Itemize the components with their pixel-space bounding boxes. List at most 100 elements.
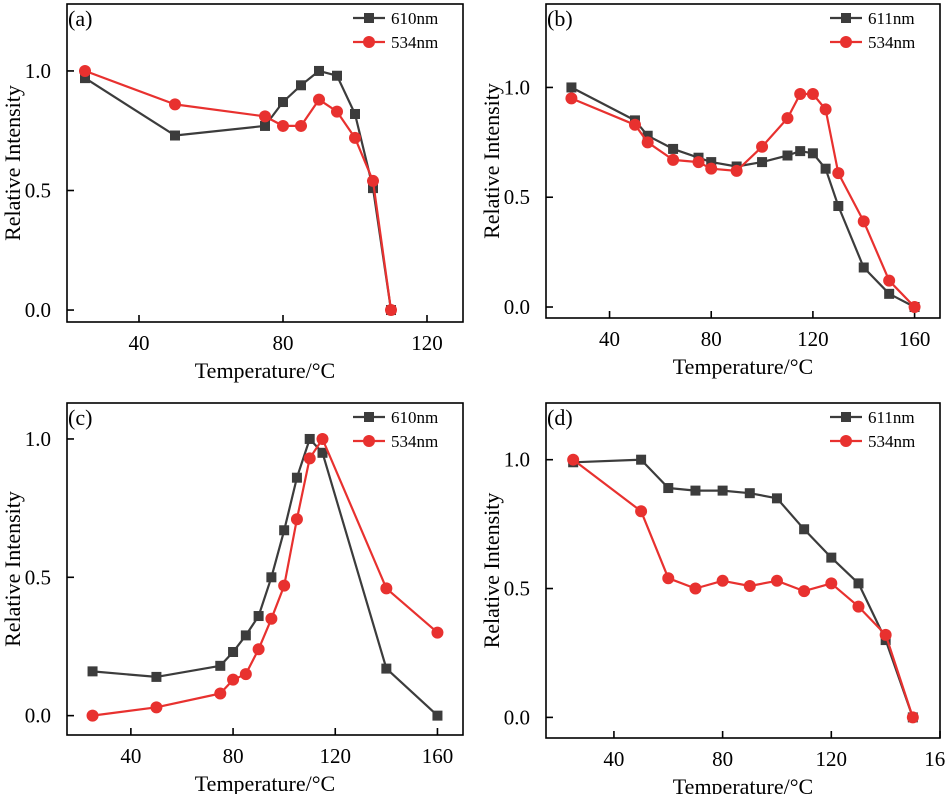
series-534nm [567, 453, 919, 724]
x-tick-label: 40 [129, 331, 150, 355]
data-point [832, 167, 845, 180]
x-tick-label: 120 [797, 327, 829, 351]
data-point [87, 666, 98, 677]
series-534nm [565, 88, 921, 314]
y-axis-title: Relative Intensity [0, 491, 25, 647]
data-point [795, 146, 806, 157]
data-point [641, 136, 654, 149]
data-point [295, 119, 307, 132]
x-tick-label: 80 [273, 331, 294, 355]
y-axis-title: Relative Intensity [479, 83, 504, 239]
data-point [290, 513, 303, 526]
data-point [833, 201, 844, 212]
data-point [636, 454, 647, 465]
data-point [332, 70, 342, 81]
data-point [906, 711, 919, 724]
data-point [380, 582, 393, 595]
legend-marker [363, 36, 375, 48]
data-point [567, 453, 580, 466]
data-point [853, 578, 864, 589]
data-point [807, 148, 818, 159]
legend: 610nm 534nm [353, 408, 438, 451]
x-axis-title: Temperature/°C [195, 771, 335, 794]
panel-label: (b) [547, 6, 573, 31]
data-point [317, 447, 328, 458]
data-point [228, 647, 239, 657]
x-axis-title: Temperature/°C [673, 354, 813, 379]
data-point [908, 301, 921, 314]
data-point [278, 97, 288, 108]
data-point [799, 524, 810, 535]
y-axis-title: Relative Intensity [0, 85, 25, 241]
data-point [314, 65, 324, 76]
panel-label: (d) [547, 405, 573, 430]
data-point [278, 579, 291, 592]
data-point [879, 628, 892, 641]
data-point [705, 162, 718, 175]
data-point [825, 577, 838, 590]
x-tick-label: 40 [603, 747, 624, 771]
data-point [227, 673, 240, 686]
data-point [367, 174, 379, 187]
legend-label: 534nm [868, 33, 915, 52]
y-tick-label: 0.0 [25, 704, 51, 728]
x-tick-label: 80 [701, 327, 722, 351]
y-tick-label: 0.5 [504, 577, 530, 601]
data-point [770, 574, 783, 587]
plot-frame [545, 402, 941, 739]
legend-marker [363, 435, 375, 447]
series-line [570, 86, 916, 308]
data-point [757, 157, 768, 168]
legend-label: 611nm [868, 408, 915, 427]
data-point [756, 140, 769, 153]
y-tick-label: 0.0 [504, 295, 530, 319]
plot-frame [545, 3, 941, 319]
series-610nm [87, 433, 443, 721]
data-point [169, 98, 181, 111]
x-tick-label: 120 [816, 747, 848, 771]
panel-label: (c) [68, 405, 92, 430]
legend: 611nm 534nm [830, 9, 915, 52]
legend-marker [841, 412, 851, 422]
data-point [350, 108, 360, 119]
x-tick-label: 160 [422, 744, 454, 768]
x-tick-label: 160 [924, 747, 945, 771]
data-point [150, 701, 163, 714]
x-tick-label: 160 [899, 327, 931, 351]
data-point [635, 505, 648, 518]
data-point [662, 572, 675, 585]
data-point [214, 687, 227, 700]
data-point [668, 143, 679, 154]
legend-label: 610nm [391, 408, 438, 427]
data-point [349, 131, 361, 144]
data-point [771, 493, 782, 504]
y-tick-label: 0.0 [504, 705, 530, 729]
series-line [84, 69, 393, 311]
panel-d: 40 80 120 160 0.0 0.5 1.0 Temperature/°C Relativ… [479, 402, 945, 794]
series-line [92, 437, 439, 717]
panel-c: 40 80 120 160 0.0 0.5 1.0 Temperature/°C Relativ… [0, 402, 464, 794]
data-point [794, 88, 807, 101]
data-point [86, 709, 99, 722]
x-tick-label: 40 [599, 327, 620, 351]
series-line [570, 92, 916, 308]
series-610nm [80, 65, 396, 316]
data-point [565, 92, 578, 105]
data-point [706, 157, 717, 168]
y-axis-title: Relative Intensity [479, 493, 504, 649]
data-point [259, 110, 271, 123]
data-point [296, 80, 306, 91]
data-point [260, 120, 270, 131]
legend-label: 534nm [391, 33, 438, 52]
panel-a: 40 80 120 0.0 0.5 1.0 Temperature/°C Relative I… [0, 3, 464, 383]
series-534nm [86, 432, 444, 722]
data-point [852, 600, 865, 613]
series-line [572, 458, 914, 718]
legend: 610nm 534nm [353, 9, 438, 52]
data-point [716, 574, 729, 587]
data-point [313, 93, 325, 106]
x-axis-title: Temperature/°C [195, 358, 335, 383]
y-tick-label: 1.0 [504, 448, 530, 472]
legend-label: 610nm [391, 9, 438, 28]
